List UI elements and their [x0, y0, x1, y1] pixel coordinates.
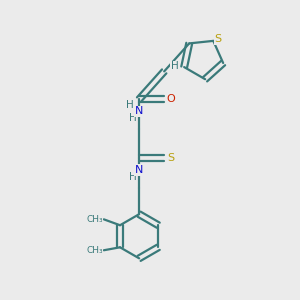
Text: N: N [135, 165, 143, 175]
Text: S: S [214, 34, 221, 44]
Text: CH₃: CH₃ [86, 246, 103, 255]
Text: H: H [171, 61, 178, 71]
Text: S: S [167, 153, 174, 163]
Text: H: H [126, 100, 134, 110]
Text: H: H [129, 113, 136, 124]
Text: O: O [166, 94, 175, 104]
Text: CH₃: CH₃ [86, 215, 103, 224]
Text: H: H [129, 172, 136, 182]
Text: N: N [135, 106, 143, 116]
